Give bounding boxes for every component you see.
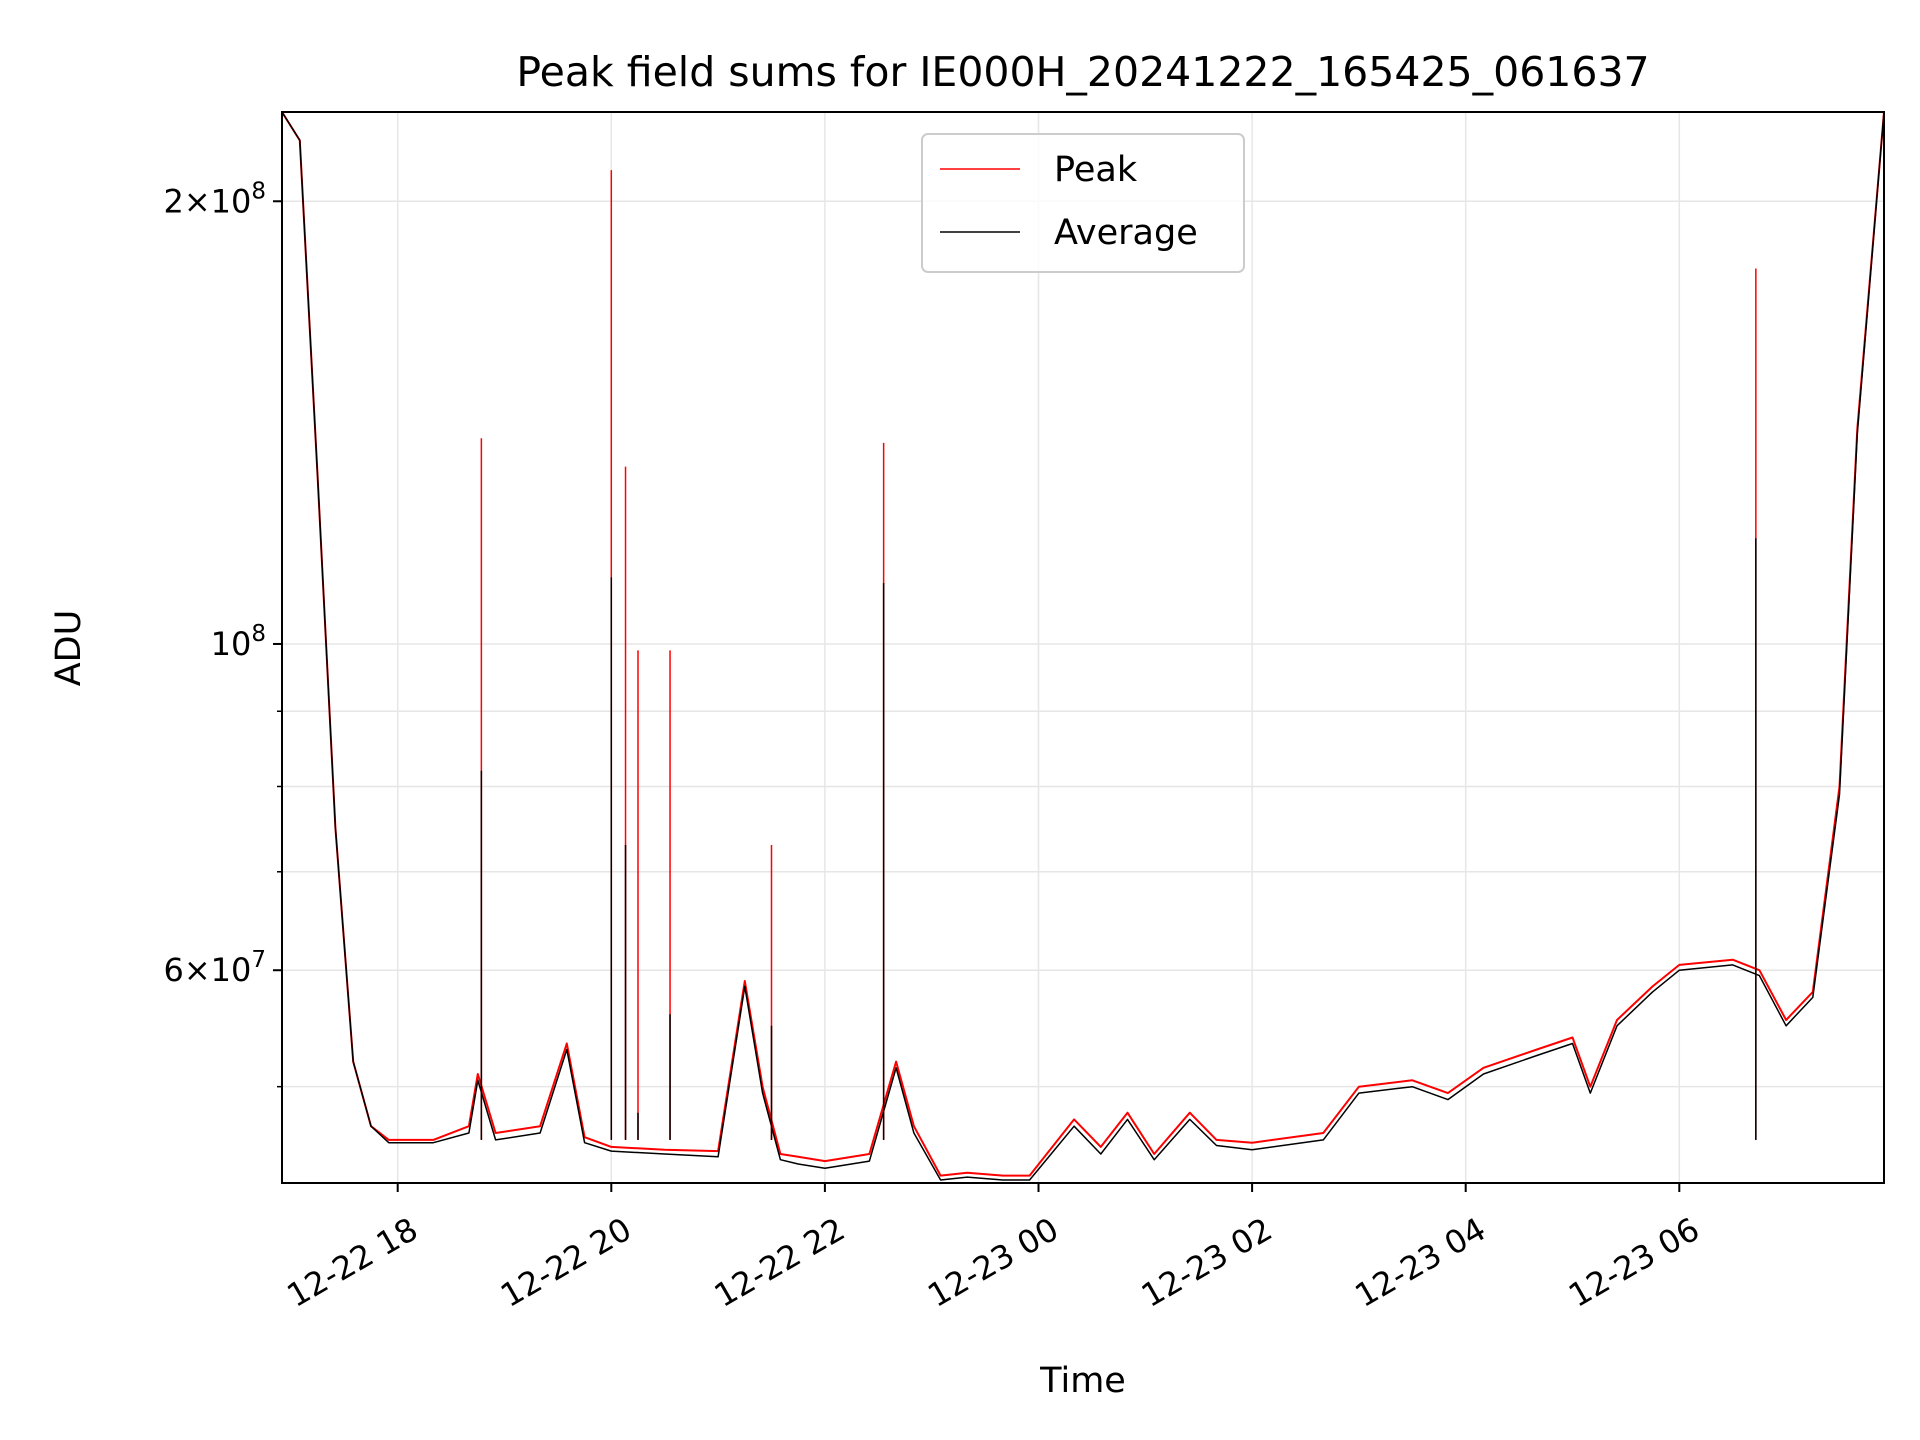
- x-axis-label: Time: [1039, 1361, 1126, 1401]
- grid: [282, 112, 1884, 1183]
- legend: Peak Average: [921, 133, 1245, 273]
- y-axis-label: ADU: [49, 610, 89, 687]
- legend-label-average: Average: [1054, 213, 1198, 253]
- legend-label-peak: Peak: [1054, 150, 1138, 190]
- y-tick-label: 2×108: [163, 178, 266, 220]
- y-tick-label: 6×107: [163, 947, 266, 989]
- y-tick-label: 108: [211, 621, 266, 663]
- series-line-average: [281, 111, 1885, 1181]
- series-line-peak: [281, 111, 1885, 1177]
- chart-title: Peak field sums for IE000H_20241222_1654…: [516, 48, 1649, 96]
- plot-frame: [281, 111, 1885, 1184]
- plot-series: [281, 111, 1885, 1181]
